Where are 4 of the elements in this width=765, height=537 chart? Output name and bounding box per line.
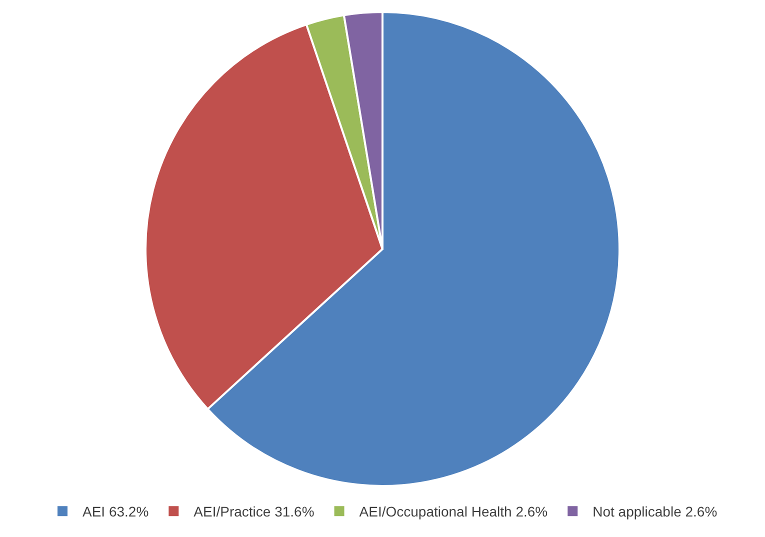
legend-label: AEI/Practice 31.6% [194, 504, 314, 520]
legend-label: AEI 63.2% [82, 504, 149, 520]
legend-label: AEI/Occupational Health 2.6% [359, 504, 548, 520]
legend-label: Not applicable 2.6% [592, 504, 718, 520]
